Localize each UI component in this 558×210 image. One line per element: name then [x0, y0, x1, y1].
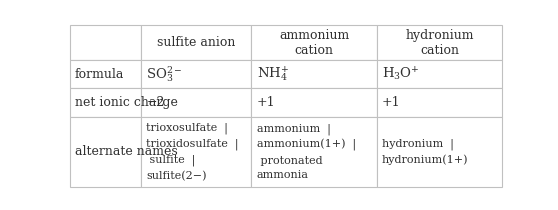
Bar — [377, 25, 502, 60]
Bar — [251, 60, 377, 88]
Bar — [141, 60, 251, 88]
Text: net ionic charge: net ionic charge — [75, 96, 178, 109]
Text: ammonium
cation: ammonium cation — [279, 29, 349, 56]
Text: trioxosulfate  |
trioxidosulfate  |
 sulfite  |
sulfite(2−): trioxosulfate | trioxidosulfate | sulfit… — [146, 123, 239, 181]
Bar — [70, 88, 141, 117]
Bar — [251, 25, 377, 60]
Bar — [377, 88, 502, 117]
Bar — [70, 117, 141, 187]
Text: $\mathregular{NH_4^{+}}$: $\mathregular{NH_4^{+}}$ — [257, 65, 288, 84]
Text: sulfite anion: sulfite anion — [157, 36, 235, 49]
Bar — [141, 88, 251, 117]
Text: hydronium
cation: hydronium cation — [405, 29, 474, 56]
Text: −2: −2 — [146, 96, 165, 109]
Text: alternate names: alternate names — [75, 145, 177, 158]
Text: ammonium  |
ammonium(1+)  |
 protonated
ammonia: ammonium | ammonium(1+) | protonated amm… — [257, 123, 355, 180]
Bar — [141, 25, 251, 60]
Text: $\mathregular{H_3O^{+}}$: $\mathregular{H_3O^{+}}$ — [382, 65, 420, 83]
Text: $\mathregular{SO_3^{2-}}$: $\mathregular{SO_3^{2-}}$ — [146, 64, 183, 84]
Bar — [251, 117, 377, 187]
Bar — [70, 25, 141, 60]
Bar — [251, 88, 377, 117]
Text: hydronium  |
hydronium(1+): hydronium | hydronium(1+) — [382, 138, 469, 165]
Text: formula: formula — [75, 68, 124, 81]
Bar — [70, 60, 141, 88]
Bar — [377, 60, 502, 88]
Bar — [141, 117, 251, 187]
Text: +1: +1 — [257, 96, 275, 109]
Text: +1: +1 — [382, 96, 401, 109]
Bar — [377, 117, 502, 187]
